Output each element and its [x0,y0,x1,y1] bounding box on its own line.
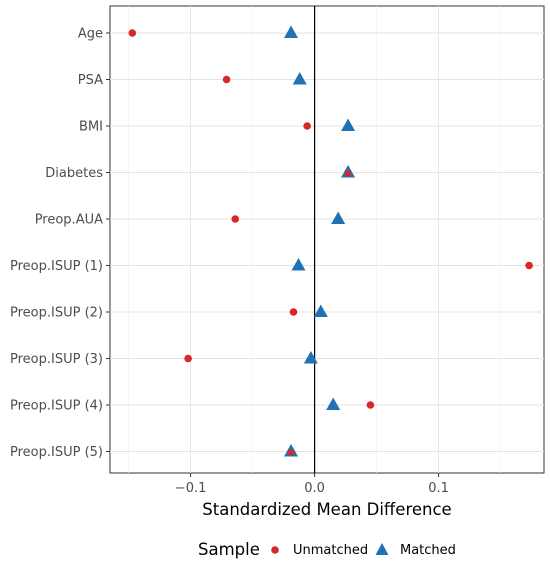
legend-unmatched-label: Unmatched [293,543,368,558]
point-matched [341,118,356,131]
y-tick-label: PSA [78,73,103,88]
point-matched [291,258,306,271]
point-matched [331,211,346,224]
y-tick-label: Preop.AUA [35,213,103,228]
y-axis: Age PSA BMI Diabetes Preop.AUA Preop.ISUP (1)… [10,27,110,460]
x-tick-label: 0.0 [304,481,325,496]
point-matched [313,304,328,317]
y-tick-label: BMI [79,120,103,135]
point-matched [292,72,307,85]
data-points [128,25,533,457]
x-tick-label: −0.1 [175,481,207,496]
y-tick-label: Preop.ISUP (3) [10,352,103,367]
x-axis-title: Standardized Mean Difference [202,500,451,519]
legend-unmatched-marker [271,546,279,554]
point-unmatched [525,261,533,270]
y-tick-label: Age [78,27,103,42]
point-unmatched [366,401,375,409]
point-unmatched [303,122,311,130]
y-tick-label: Preop.ISUP (2) [10,306,103,321]
point-unmatched-overlap [344,170,352,177]
point-unmatched [184,354,192,363]
point-unmatched [289,308,298,316]
y-tick-label: Preop.ISUP (5) [10,445,103,460]
y-tick-label: Preop.ISUP (1) [10,259,103,274]
point-matched [284,25,299,38]
x-axis: −0.1 0.0 0.1 [175,473,449,496]
legend-title: Sample [198,540,260,559]
plot-panel [109,5,545,474]
point-matched [303,351,318,364]
point-unmatched [128,29,137,37]
legend-matched-marker [375,543,389,555]
x-tick-label: 0.1 [428,481,449,496]
point-matched [326,397,341,410]
y-tick-label: Diabetes [45,166,103,181]
point-unmatched [222,75,231,84]
legend-matched-label: Matched [400,543,456,558]
point-unmatched-overlap [287,449,295,456]
legend: Sample Unmatched Matched [198,540,456,559]
point-unmatched [231,215,240,223]
y-tick-label: Preop.ISUP (4) [10,399,103,414]
